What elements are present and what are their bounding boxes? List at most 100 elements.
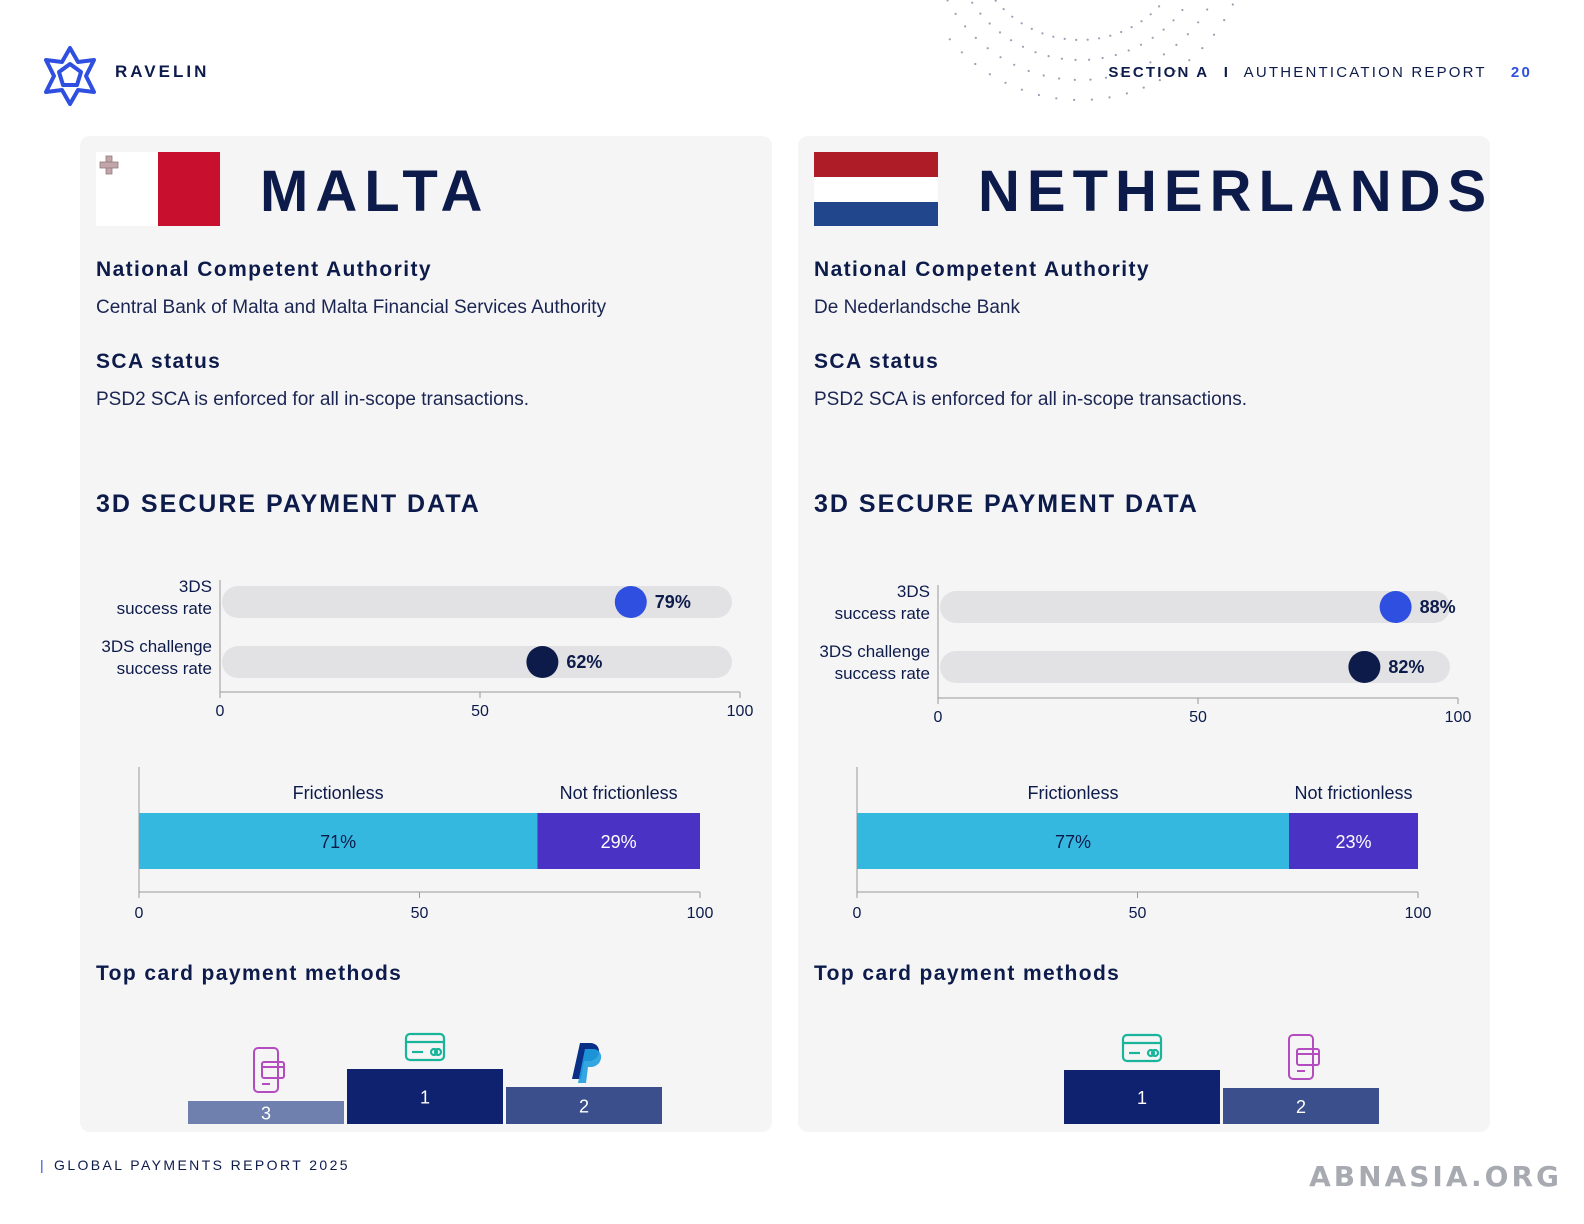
category-label: success rate: [117, 659, 212, 678]
decorative-dot: [979, 13, 981, 15]
category-label: 3DS challenge: [101, 637, 212, 656]
decorative-dot: [1197, 21, 1199, 23]
decorative-dot: [999, 31, 1001, 33]
decorative-dot: [955, 13, 957, 15]
series-label: Not frictionless: [1294, 783, 1412, 803]
decorative-dot: [1206, 8, 1208, 10]
category-label: success rate: [835, 604, 930, 623]
decorative-dot: [1143, 87, 1145, 89]
x-tick-label: 50: [471, 703, 489, 720]
decorative-dot: [1004, 82, 1006, 84]
decorative-dot: [1074, 59, 1076, 61]
footer-text: GLOBAL PAYMENTS REPORT 2025: [54, 1157, 350, 1173]
decorative-dot: [975, 37, 977, 39]
decorative-dot: [1152, 37, 1154, 39]
decorative-dot: [1058, 77, 1060, 79]
decorative-dot: [1102, 57, 1104, 59]
decorative-dot: [1115, 54, 1117, 56]
decorative-dot: [1091, 99, 1093, 101]
series-label: Frictionless: [293, 783, 384, 803]
decorative-dot: [1098, 37, 1100, 39]
decorative-dot: [1172, 19, 1174, 21]
bar-value-dot: [615, 586, 647, 618]
page-number: 20: [1511, 64, 1532, 81]
category-label: 3DS: [897, 582, 930, 601]
decorative-dot: [1013, 64, 1015, 66]
podium-rank: 2: [579, 1097, 589, 1117]
decorative-dot: [1010, 39, 1012, 41]
decorative-dot: [1087, 39, 1089, 41]
watermark: ABNASIA.ORG: [1309, 1160, 1562, 1193]
country-card-netherlands: NETHERLANDS National Competent Authority…: [798, 136, 1490, 1132]
decorative-dot: [947, 0, 949, 2]
data-label: 23%: [1335, 832, 1371, 852]
bar-value-dot: [1348, 651, 1380, 683]
decorative-dot: [1022, 46, 1024, 48]
bar-value-dot: [1380, 591, 1412, 623]
x-tick-label: 50: [411, 905, 429, 922]
decorative-dot: [1048, 55, 1050, 57]
decorative-dot: [1034, 51, 1036, 53]
decorative-dot: [1088, 59, 1090, 61]
category-label: 3DS: [179, 577, 212, 596]
decorative-dot: [1163, 53, 1165, 55]
category-label: 3DS challenge: [819, 642, 930, 661]
bar-value-dot: [526, 646, 558, 678]
decorative-dot: [1213, 34, 1215, 36]
podium-rank: 3: [261, 1104, 271, 1124]
brand-name: RAVELIN: [115, 62, 209, 82]
report-header: SECTION A I AUTHENTICATION REPORT 20: [1108, 64, 1532, 81]
decorative-dot: [1223, 19, 1225, 21]
data-label: 62%: [566, 652, 602, 672]
decorative-dots: [940, 0, 1260, 110]
decorative-dot: [1041, 32, 1043, 34]
top-methods-label: Top card payment methods: [96, 962, 402, 986]
mobile-wallet-icon: [1289, 1035, 1319, 1079]
decorative-dot: [1028, 70, 1030, 72]
decorative-dot: [1232, 3, 1234, 5]
decorative-dot: [995, 0, 997, 2]
decorative-dot: [989, 22, 991, 24]
data-label: 71%: [320, 832, 356, 852]
podium-rank: 1: [1137, 1088, 1147, 1108]
x-tick-label: 100: [1405, 905, 1432, 922]
decorative-dot: [1003, 8, 1005, 10]
decorative-dot: [1011, 16, 1013, 18]
decorative-dot: [1140, 20, 1142, 22]
footer-bar: |: [40, 1157, 46, 1173]
decorative-dot: [1031, 28, 1033, 30]
decorative-dot: [1201, 47, 1203, 49]
decorative-dot: [961, 51, 963, 53]
x-tick-label: 100: [727, 703, 754, 720]
decorative-dot: [1150, 13, 1152, 15]
data-label: 88%: [1420, 597, 1456, 617]
ravelin-logo-icon: [38, 44, 102, 108]
decorative-dot: [1038, 94, 1040, 96]
data-label: 77%: [1055, 832, 1091, 852]
x-tick-label: 0: [135, 905, 144, 922]
decorative-dot: [1075, 39, 1077, 41]
paypal-icon: [572, 1043, 601, 1083]
bar-track: [940, 591, 1450, 623]
decorative-dot: [987, 47, 989, 49]
report-title: AUTHENTICATION REPORT: [1244, 64, 1487, 81]
credit-card-icon: [406, 1034, 444, 1060]
decorative-dot: [1021, 22, 1023, 24]
x-tick-label: 0: [934, 709, 943, 726]
decorative-dot: [1055, 97, 1057, 99]
decorative-dot: [1128, 49, 1130, 51]
decorative-dot: [1140, 44, 1142, 46]
podium-rank: 1: [420, 1088, 430, 1108]
section-label: SECTION A: [1108, 64, 1209, 81]
data-label: 29%: [601, 832, 637, 852]
decorative-dot: [999, 56, 1001, 58]
decorative-dot: [1181, 9, 1183, 11]
decorative-dot: [974, 63, 976, 65]
decorative-dot: [1158, 5, 1160, 7]
decorative-dot: [1064, 38, 1066, 40]
top-methods-label: Top card payment methods: [814, 962, 1120, 986]
decorative-dot: [1188, 59, 1190, 61]
category-label: success rate: [117, 599, 212, 618]
decorative-dot: [1109, 35, 1111, 37]
report-footer: | GLOBAL PAYMENTS REPORT 2025: [40, 1157, 350, 1173]
